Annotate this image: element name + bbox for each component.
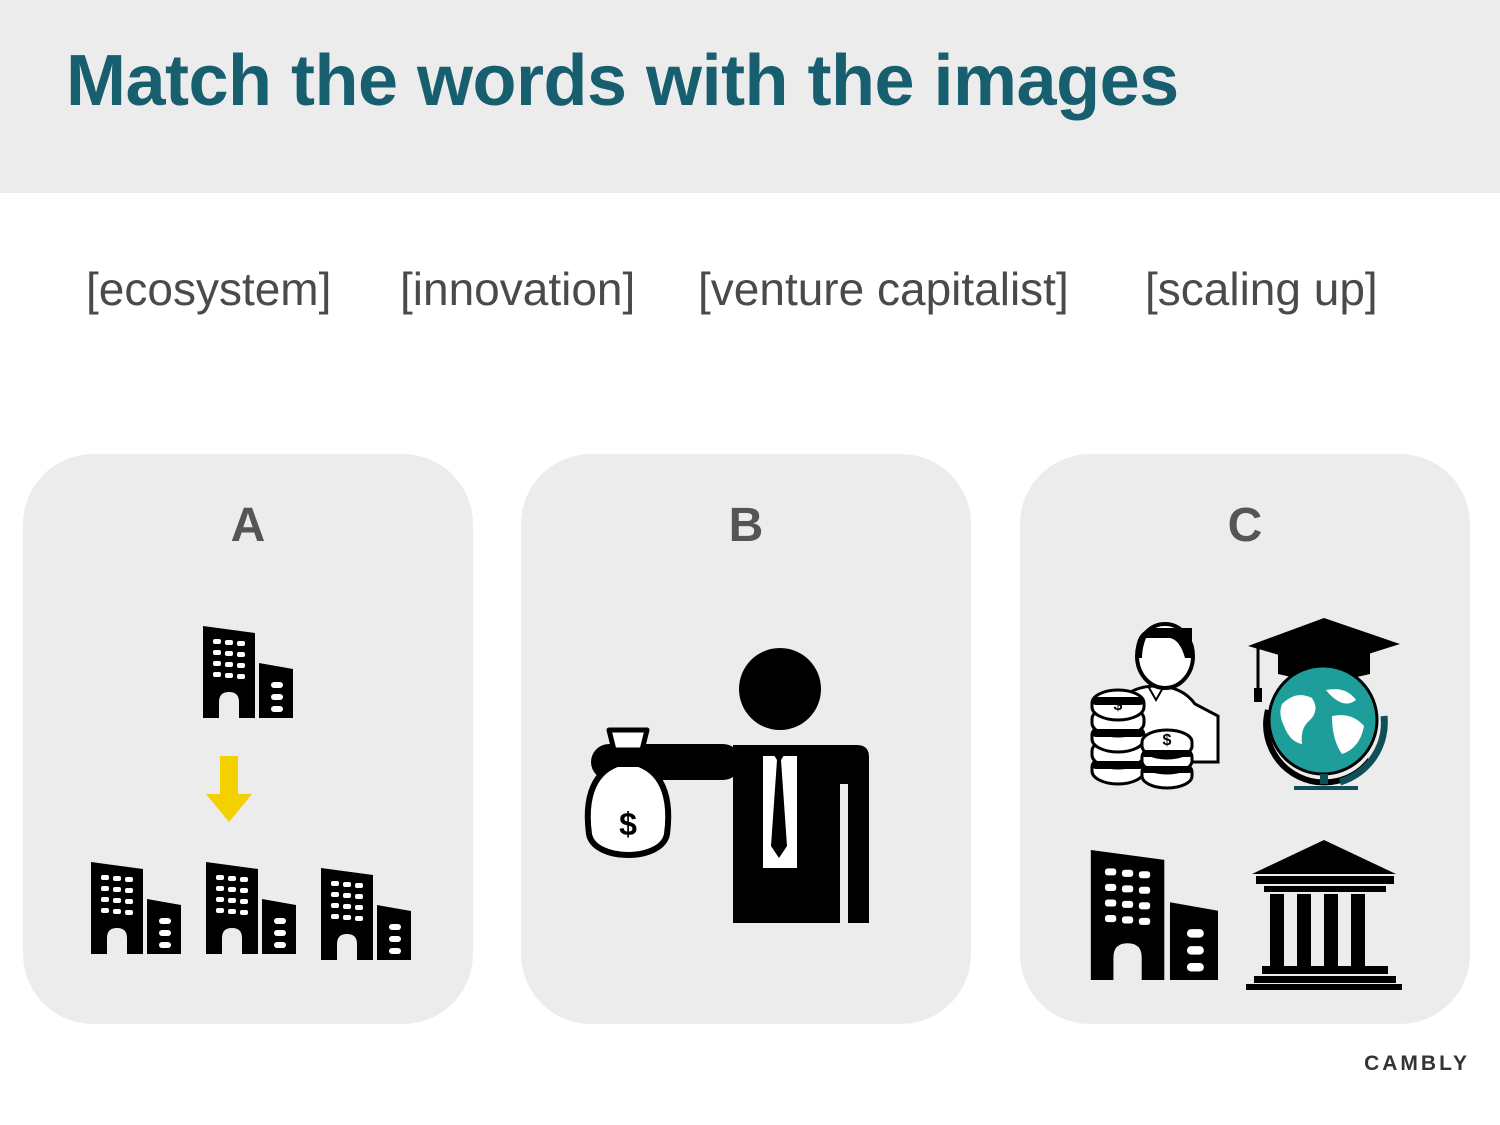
word-ecosystem: [ecosystem] xyxy=(86,263,332,315)
card-c-letter: C xyxy=(1227,499,1263,552)
down-arrow-icon xyxy=(206,756,252,822)
card-b: B $ xyxy=(521,454,971,1024)
svg-text:$: $ xyxy=(1114,697,1123,714)
building-icon xyxy=(321,868,411,960)
card-a-letter: A xyxy=(230,499,266,552)
word-innovation: [innovation] xyxy=(400,263,636,315)
cambly-logo: CAMBLY xyxy=(1364,1052,1470,1075)
card-c: C $ xyxy=(1020,454,1470,1024)
word-scaling-up: [scaling up] xyxy=(1145,263,1378,315)
scaling-up-illustration xyxy=(91,626,411,960)
building-icon xyxy=(1090,850,1218,980)
word-venture-capitalist: [venture capitalist] xyxy=(698,263,1069,315)
svg-text:$: $ xyxy=(1163,732,1172,749)
svg-text:$: $ xyxy=(619,806,637,842)
title-bar xyxy=(0,0,1500,193)
building-icon xyxy=(206,862,296,954)
card-b-letter: B xyxy=(728,499,764,552)
investor-coins-icon: $ $ xyxy=(1090,622,1220,790)
ecosystem-illustration: $ $ xyxy=(1090,618,1402,990)
building-icon xyxy=(91,862,181,954)
bank-icon xyxy=(1246,840,1402,990)
building-icon xyxy=(203,626,293,718)
money-bag-icon: $ xyxy=(584,727,672,858)
graduation-globe-icon xyxy=(1248,618,1400,790)
venture-capitalist-illustration: $ xyxy=(584,648,869,923)
card-a: A xyxy=(23,454,473,1024)
slide-title: Match the words with the images xyxy=(66,41,1179,121)
